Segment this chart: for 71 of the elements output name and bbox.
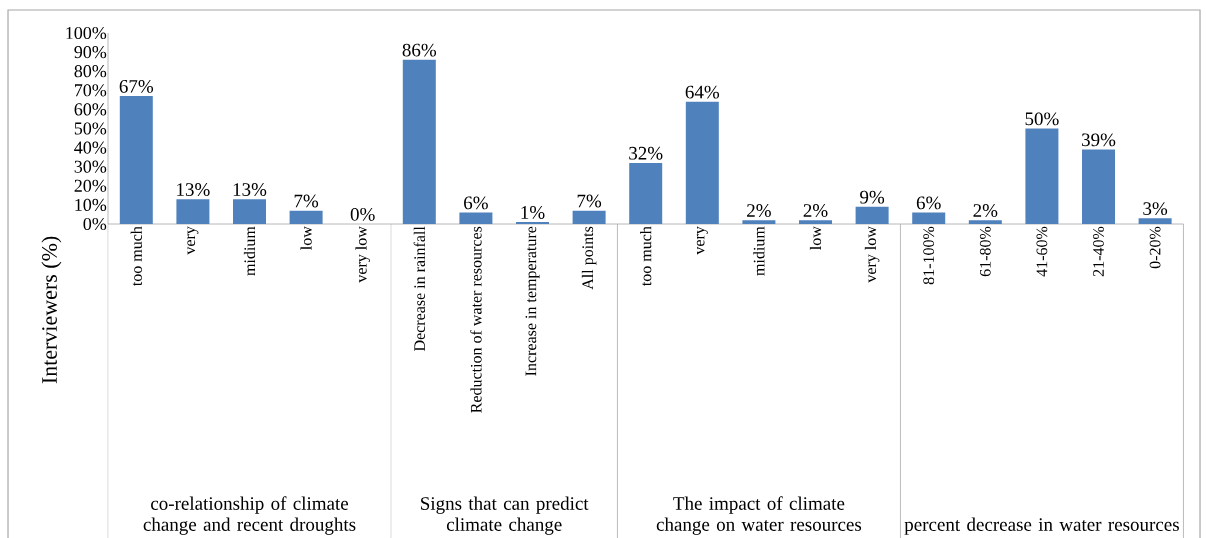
bar xyxy=(176,199,210,224)
bar xyxy=(289,210,323,224)
y-axis-title: Interviewers (%) xyxy=(41,236,62,384)
data-label: 86% xyxy=(402,43,437,57)
data-label: 67% xyxy=(119,79,154,93)
x-tick-label: 81-100% xyxy=(923,226,935,285)
x-tick-label: too much xyxy=(640,226,652,287)
y-tick-label: 80% xyxy=(74,65,107,78)
x-tick-label: very xyxy=(696,226,708,255)
x-tick-label: low xyxy=(809,226,822,250)
data-label: 2% xyxy=(803,204,828,217)
bar xyxy=(233,199,266,224)
data-label: 50% xyxy=(1025,112,1059,126)
y-tick-label: 30% xyxy=(74,160,107,173)
bar xyxy=(1138,218,1172,224)
data-label: 2% xyxy=(747,204,771,217)
data-label: 39% xyxy=(1082,133,1116,147)
x-tick-label: midium xyxy=(243,226,256,276)
x-tick-label: very xyxy=(187,226,199,255)
bar xyxy=(572,210,606,224)
x-axis-title: co-relationship of climate change and recent droughts xyxy=(143,496,356,535)
y-tick-label: 20% xyxy=(74,179,107,192)
x-axis-title: percent decrease in water resources xyxy=(904,517,1179,535)
data-label: 2% xyxy=(973,204,998,217)
x-tick-label: Reduction of water resources xyxy=(470,226,482,413)
data-label: 32% xyxy=(629,146,663,160)
y-tick-label: 50% xyxy=(74,122,107,135)
x-tick-label: Increase in temperature xyxy=(525,226,540,376)
x-tick-label: 0-20% xyxy=(1149,226,1161,269)
y-tick-label: 0% xyxy=(83,217,107,231)
x-axis-title: The impact of climate change on water resources xyxy=(656,496,862,535)
data-label: 7% xyxy=(577,194,602,208)
data-label: 64% xyxy=(685,85,720,99)
y-tick-label: 100% xyxy=(66,26,107,40)
x-tick-label: low xyxy=(300,226,312,250)
bar xyxy=(685,101,719,224)
data-label: 1% xyxy=(521,206,545,219)
data-label: 0% xyxy=(350,207,375,221)
bar xyxy=(855,206,889,224)
data-label: 9% xyxy=(860,190,885,204)
y-tick-label: 90% xyxy=(74,46,107,59)
bar xyxy=(459,212,493,224)
x-tick-label: very low xyxy=(864,226,880,283)
y-tick-label: 70% xyxy=(75,84,107,97)
bar xyxy=(1025,128,1059,224)
bar xyxy=(968,220,1002,224)
x-tick-label: 61-80% xyxy=(979,226,991,277)
bar xyxy=(742,220,776,224)
x-tick-label: Decrease in rainfall xyxy=(413,226,426,352)
bar xyxy=(402,59,436,224)
bar xyxy=(912,212,946,224)
data-label: 6% xyxy=(916,196,941,210)
y-tick-label: 40% xyxy=(74,141,107,154)
x-tick-label: 21-40% xyxy=(1093,226,1104,277)
y-tick-label: 10% xyxy=(75,198,107,211)
bar xyxy=(799,220,833,224)
x-tick-label: 41-60% xyxy=(1036,226,1048,277)
x-axis-title: Signs that can predict climate change xyxy=(421,496,589,535)
data-label: 13% xyxy=(177,183,210,196)
x-tick-label: too much xyxy=(130,226,142,287)
data-label: 6% xyxy=(464,196,488,210)
x-tick-label: All points xyxy=(581,226,597,290)
bar xyxy=(1082,149,1116,224)
x-tick-label: very low xyxy=(355,226,370,283)
data-label: 7% xyxy=(294,194,319,208)
data-label: 3% xyxy=(1143,202,1168,216)
y-tick-label: 60% xyxy=(74,103,107,116)
data-label: 13% xyxy=(233,183,267,196)
x-tick-label: midium xyxy=(753,226,765,276)
bar xyxy=(119,96,153,224)
bar xyxy=(629,162,663,224)
